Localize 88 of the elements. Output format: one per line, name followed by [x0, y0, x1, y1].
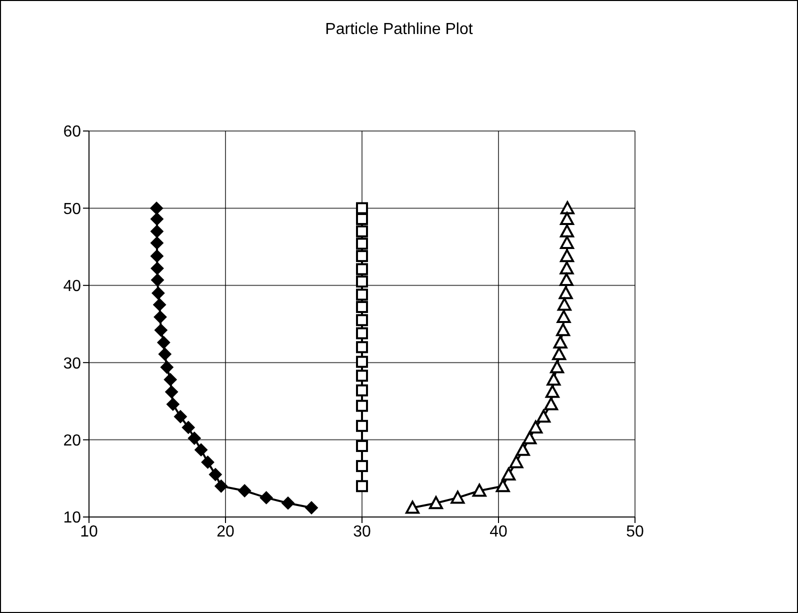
point	[150, 202, 164, 215]
point	[546, 372, 561, 386]
point	[157, 336, 170, 350]
point	[150, 224, 164, 238]
point	[356, 356, 368, 368]
point	[356, 440, 368, 452]
point	[502, 468, 516, 481]
point	[214, 480, 228, 493]
point	[150, 236, 164, 250]
chart-title: Particle Pathline Plot	[324, 21, 474, 39]
point	[496, 479, 510, 492]
y-tick-label: 20	[63, 432, 82, 450]
point	[188, 432, 201, 445]
x-tick-label: 30	[353, 523, 371, 540]
point	[545, 384, 560, 398]
point	[356, 327, 368, 340]
point	[557, 298, 572, 311]
point	[556, 323, 570, 336]
point	[356, 480, 368, 492]
point	[556, 310, 571, 324]
point	[552, 347, 566, 360]
point	[356, 238, 368, 250]
x-tick-label: 10	[80, 523, 98, 540]
x-tick-label: 40	[490, 523, 508, 540]
point	[560, 224, 574, 238]
point	[152, 286, 165, 300]
point	[560, 249, 574, 262]
point	[509, 455, 524, 468]
point	[528, 420, 543, 434]
point	[560, 261, 574, 274]
point	[238, 484, 252, 498]
point	[151, 273, 164, 286]
point	[201, 456, 214, 469]
y-tick-label: 40	[63, 278, 82, 296]
point	[356, 250, 368, 262]
point	[559, 272, 574, 286]
point	[356, 288, 368, 301]
point	[282, 496, 295, 510]
point	[544, 397, 558, 410]
point	[536, 410, 551, 423]
point	[356, 225, 368, 238]
point	[208, 468, 222, 482]
y-tick-label: 50	[63, 200, 82, 218]
point	[356, 213, 368, 226]
point	[356, 263, 368, 276]
x-tick-label: 20	[216, 523, 234, 540]
point	[150, 262, 164, 275]
point	[356, 341, 368, 354]
point	[160, 360, 174, 374]
point	[553, 336, 568, 349]
point	[166, 398, 180, 411]
point	[164, 373, 177, 386]
point	[153, 298, 166, 312]
point	[356, 400, 368, 412]
point	[158, 348, 172, 361]
point	[356, 460, 368, 472]
point	[304, 501, 318, 514]
point	[560, 201, 574, 214]
point	[356, 314, 368, 326]
point	[356, 202, 368, 214]
y-tick-label: 60	[63, 124, 82, 141]
point	[558, 286, 573, 300]
point	[165, 385, 178, 398]
point	[450, 490, 465, 504]
point	[356, 420, 368, 432]
point	[472, 484, 486, 497]
point	[356, 276, 368, 288]
point	[154, 310, 167, 324]
point	[174, 410, 187, 424]
x-tick-label: 50	[626, 523, 644, 540]
point	[154, 324, 168, 337]
point	[356, 384, 368, 396]
y-tick-label: 10	[63, 510, 82, 527]
point	[522, 431, 537, 444]
point	[550, 360, 564, 374]
y-tick-label: 30	[63, 355, 82, 372]
point	[516, 442, 530, 456]
point	[150, 212, 164, 226]
point	[406, 500, 420, 514]
point	[560, 236, 574, 249]
point	[560, 212, 574, 226]
point	[194, 443, 208, 456]
point	[150, 250, 164, 263]
point	[260, 491, 273, 504]
point	[428, 496, 443, 510]
point	[182, 420, 195, 434]
point	[356, 301, 368, 314]
point	[356, 370, 368, 382]
